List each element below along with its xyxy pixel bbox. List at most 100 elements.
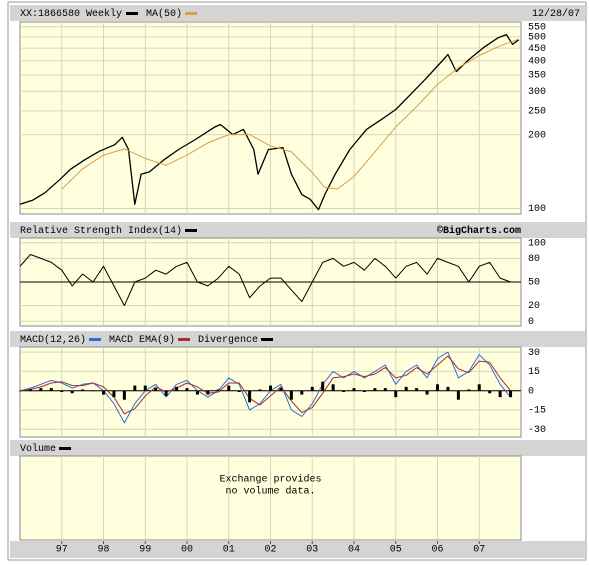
divergence-bar [269,385,272,391]
y-tick-label: 300 [528,87,546,98]
divergence-bar [195,390,199,395]
x-tick-label: 06 [431,545,443,556]
divergence-bar [289,390,293,400]
divergence-bar [342,390,346,392]
y-tick-label: 350 [528,71,546,82]
divergence-bar [39,388,43,391]
divergence-bar [279,388,283,391]
divergence-bar [331,384,335,391]
divergence-bar [143,385,147,391]
series-line [19,254,511,307]
panel-header [10,331,585,347]
y-tick-label: 200 [528,130,546,141]
divergence-bar [248,390,252,403]
divergence-bar [70,390,74,394]
y-tick-label: 550 [528,22,546,33]
x-tick-label: 00 [181,545,193,556]
divergence-bar [81,389,85,391]
legend-label: MACD(12,26) [20,334,86,346]
x-tick-label: 97 [56,545,68,556]
divergence-bar [49,388,53,391]
divergence-bar [415,388,419,391]
credit: ©BigCharts.com [437,225,521,237]
y-tick-label: 50 [528,278,540,289]
divergence-bar [509,390,513,398]
x-tick-label: 02 [264,545,276,556]
divergence-bar [154,388,158,391]
chart-title: XX:1866580 Weekly [20,8,122,20]
divergence-bar [310,386,314,391]
y-tick-label: 100 [528,238,546,249]
divergence-bar [394,390,398,398]
y-tick-label: 500 [528,33,546,44]
divergence-bar [436,384,439,391]
divergence-bar [404,386,408,391]
y-tick-label: 20 [528,301,540,312]
divergence-bar [467,389,471,391]
divergence-bar [164,390,168,396]
divergence-bar [300,390,304,395]
divergence-bar [227,385,231,391]
y-tick-label: 0 [528,386,534,397]
y-tick-label: 450 [528,44,546,55]
x-tick-label: 04 [348,545,360,556]
divergence-bar [425,390,429,395]
divergence-bar [175,386,179,391]
series-line [61,38,520,190]
annotation: no volume data. [225,486,315,498]
y-tick-label: 400 [528,56,546,67]
divergence-bar [133,385,137,391]
series-line [19,351,511,424]
divergence-bar [456,390,460,400]
divergence-bar [321,381,325,391]
series-line [19,33,520,211]
divergence-bar [362,390,366,392]
y-tick-label: 250 [528,106,546,117]
x-tick-label: 03 [306,545,318,556]
y-tick-label: -30 [528,425,546,436]
divergence-bar [446,386,450,391]
x-tick-label: 99 [139,545,151,556]
x-tick-label: 07 [473,545,485,556]
legend-label: Relative Strength Index(14) [20,225,182,237]
divergence-bar [28,389,32,391]
y-tick-label: 100 [528,204,546,215]
y-tick-label: 15 [528,367,540,378]
x-tick-label: 05 [390,545,402,556]
y-tick-label: 30 [528,348,540,359]
divergence-bar [206,390,210,395]
x-tick-label: 98 [97,545,109,556]
chart-date: 12/28/07 [532,8,580,20]
y-tick-label: -15 [528,406,546,417]
divergence-bar [91,390,95,392]
y-tick-label: 0 [528,317,534,328]
y-tick-label: 80 [528,254,540,265]
divergence-bar [60,390,64,392]
annotation: Exchange provides [219,474,321,486]
divergence-bar [216,389,220,391]
divergence-bar [498,390,502,398]
panel-header [10,5,585,21]
legend-label: Volume [20,443,56,455]
divergence-bar [18,390,22,392]
divergence-bar [122,390,126,400]
divergence-bar [383,388,387,391]
divergence-bar [112,390,116,398]
legend-label: MACD EMA(9) [109,334,175,346]
x-axis-strip [10,541,585,558]
divergence-bar [185,388,189,391]
divergence-bar [237,390,241,392]
divergence-bar [258,389,262,391]
divergence-bar [352,388,356,391]
divergence-bar [477,384,481,391]
panel-header [10,440,585,456]
divergence-bar [488,390,492,394]
legend-label: Divergence [198,334,258,346]
divergence-bar [373,388,377,391]
divergence-bar [102,390,105,395]
panel-header [10,222,585,238]
legend-label: MA(50) [146,8,182,20]
series-line [19,355,511,415]
